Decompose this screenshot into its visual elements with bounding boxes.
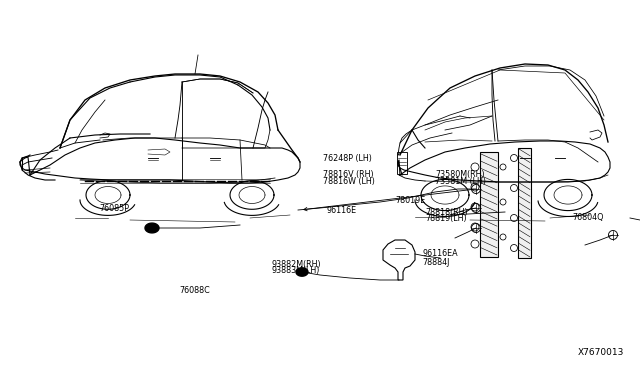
- Text: 73581M (LH): 73581M (LH): [435, 177, 486, 186]
- Polygon shape: [145, 223, 159, 233]
- Text: 78818(RH): 78818(RH): [426, 208, 468, 217]
- Text: 96116E: 96116E: [326, 206, 356, 215]
- Text: 93882M(RH): 93882M(RH): [272, 260, 322, 269]
- Bar: [480, 152, 498, 257]
- Text: 93883M(LH): 93883M(LH): [272, 266, 321, 275]
- Text: 78819(LH): 78819(LH): [426, 214, 467, 223]
- Text: 96116EA: 96116EA: [422, 249, 458, 258]
- Text: 78816V (RH): 78816V (RH): [323, 170, 374, 179]
- Text: X7670013: X7670013: [578, 348, 624, 357]
- Text: 76085P: 76085P: [99, 204, 129, 213]
- Bar: [397, 152, 407, 174]
- Text: 73580M(RH): 73580M(RH): [435, 170, 485, 179]
- Polygon shape: [296, 268, 308, 276]
- Text: 78019E: 78019E: [396, 196, 426, 205]
- Text: 78884J: 78884J: [422, 258, 450, 267]
- Bar: [518, 148, 531, 258]
- Text: 76088C: 76088C: [179, 286, 210, 295]
- Text: 76804Q: 76804Q: [573, 213, 604, 222]
- Text: 78816W (LH): 78816W (LH): [323, 177, 375, 186]
- Text: 76248P (LH): 76248P (LH): [323, 154, 372, 163]
